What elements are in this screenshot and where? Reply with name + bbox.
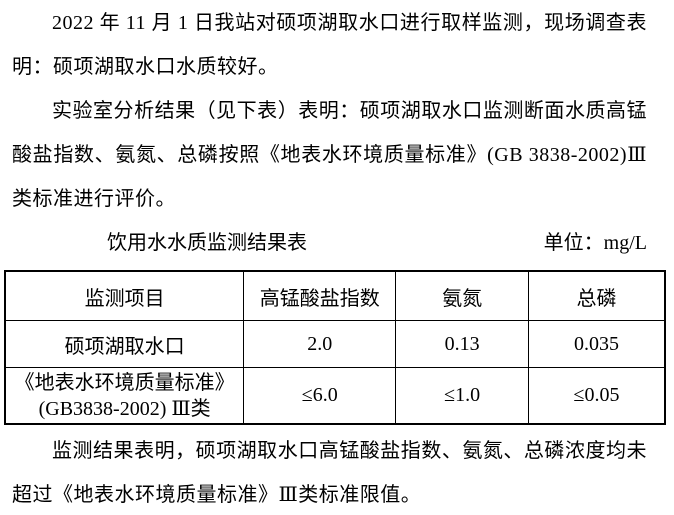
table-title: 饮用水水质监测结果表 xyxy=(107,232,307,254)
table-header-row: 监测项目 高锰酸盐指数 氨氮 总磷 xyxy=(4,270,666,321)
table-row-intake: 硕项湖取水口 2.0 0.13 0.035 xyxy=(4,320,666,368)
header-cell-ammonia-nitrogen: 氨氮 xyxy=(395,270,530,321)
header-cell-permanganate-index: 高锰酸盐指数 xyxy=(243,270,397,321)
table-cell-permanganate-value: 2.0 xyxy=(243,320,397,368)
header-cell-monitoring-item: 监测项目 xyxy=(4,270,245,321)
table-cell-permanganate-limit: ≤6.0 xyxy=(243,367,397,425)
unit-label: 单位：mg/L xyxy=(543,232,647,254)
table-cell-phosphorus-limit: ≤0.05 xyxy=(528,367,666,425)
table-cell-ammonia-value: 0.13 xyxy=(395,320,530,368)
analysis-paragraph: 实验室分析结果（见下表）表明：硕项湖取水口监测断面水质高锰酸盐指数、氨氮、总磷按… xyxy=(12,100,647,210)
table-cell-ammonia-limit: ≤1.0 xyxy=(395,367,530,425)
table-cell-phosphorus-value: 0.035 xyxy=(528,320,666,368)
header-cell-total-phosphorus: 总磷 xyxy=(528,270,666,321)
water-quality-table: 监测项目 高锰酸盐指数 氨氮 总磷 硕项湖取水口 2.0 0.13 0.035 … xyxy=(4,270,666,425)
table-row-standard: 《地表水环境质量标准》 (GB3838-2002) Ⅲ类 ≤6.0 ≤1.0 ≤… xyxy=(4,367,666,425)
table-cell-standard-name: 《地表水环境质量标准》 (GB3838-2002) Ⅲ类 xyxy=(4,367,245,425)
intro-paragraph: 2022 年 11 月 1 日我站对硕项湖取水口进行取样监测，现场调查表明：硕项… xyxy=(12,12,647,78)
table-cell-site-name: 硕项湖取水口 xyxy=(4,320,245,368)
conclusion-paragraph: 监测结果表明，硕项湖取水口高锰酸盐指数、氨氮、总磷浓度均未超过《地表水环境质量标… xyxy=(12,440,647,506)
table-caption-row: 饮用水水质监测结果表 单位：mg/L xyxy=(0,221,674,265)
